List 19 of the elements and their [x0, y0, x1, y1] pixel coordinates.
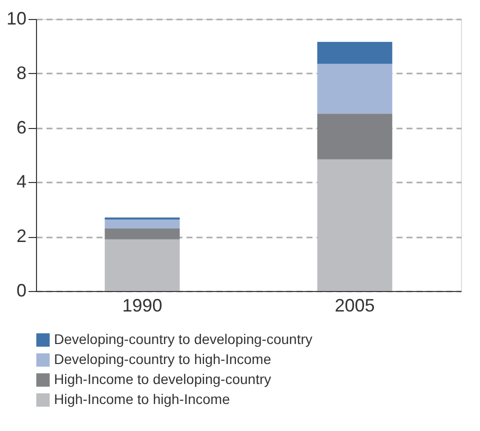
x-tick-label: 2005	[334, 296, 375, 316]
y-tick-label: 6	[16, 117, 26, 138]
legend-label: High-Income to developing-country	[54, 371, 272, 387]
y-tick-label: 4	[16, 172, 26, 192]
bar	[317, 159, 392, 291]
y-tick-label: 0	[16, 280, 26, 300]
bar	[104, 239, 180, 291]
bar	[317, 64, 392, 114]
bar	[104, 228, 180, 240]
legend-label: Developing-country to high-Income	[54, 351, 272, 367]
bar	[317, 42, 392, 64]
bar	[317, 114, 392, 160]
legend-label: Developing-country to developing-country	[54, 331, 312, 347]
y-tick-label: 2	[16, 226, 26, 246]
y-tick-label: 8	[16, 62, 26, 83]
y-tick-label: 10	[6, 8, 26, 28]
x-tick-label: 1990	[122, 296, 162, 316]
bar	[104, 219, 180, 228]
legend-label: High-Income to high-Income	[54, 391, 230, 407]
